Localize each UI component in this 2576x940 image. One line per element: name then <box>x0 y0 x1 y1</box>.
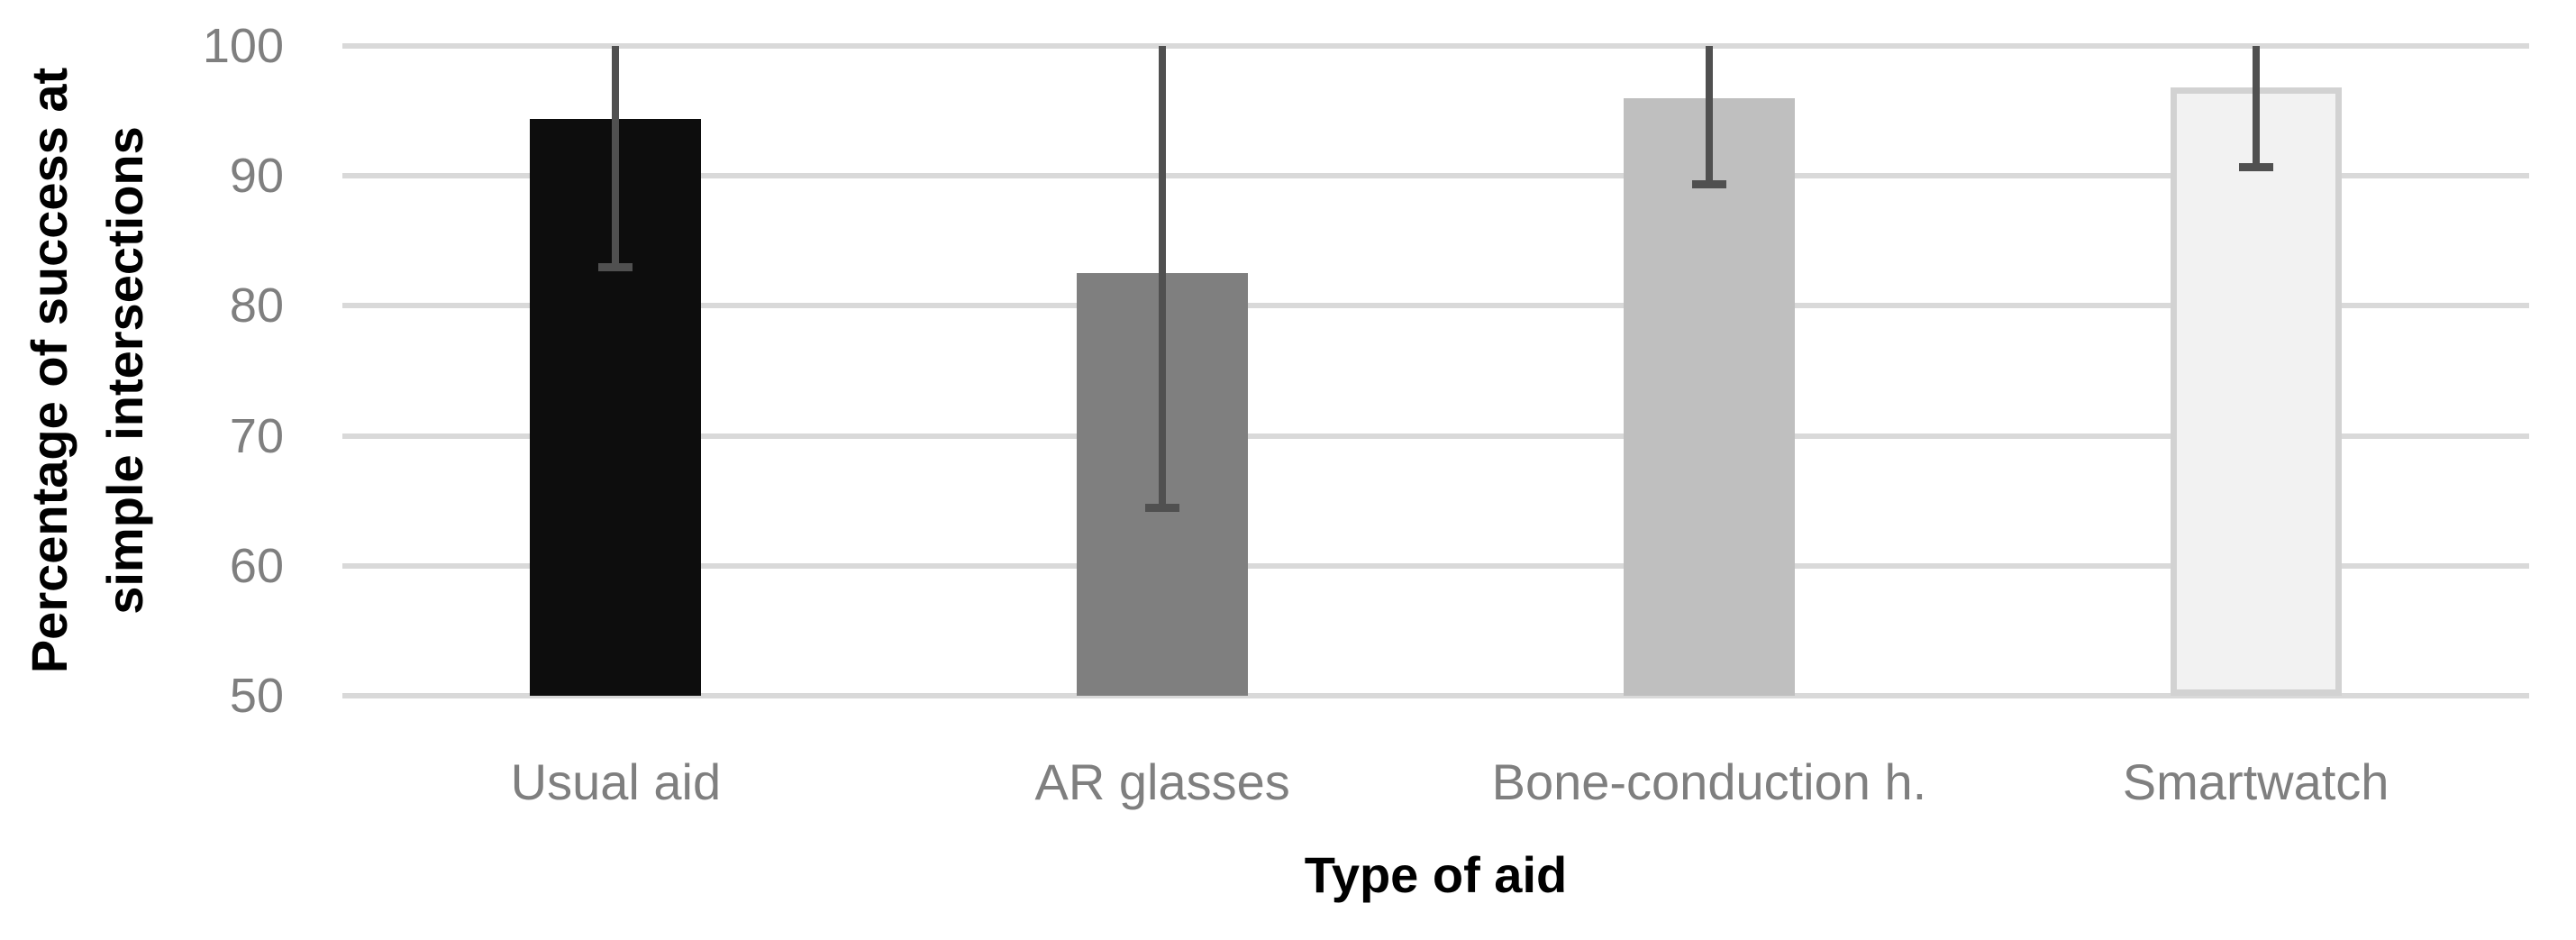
y-tick-label: 60 <box>229 538 284 593</box>
y-tick-label: 90 <box>229 149 284 204</box>
category-label: AR glasses <box>1034 753 1290 810</box>
gridline <box>342 433 2529 439</box>
y-tick-label: 80 <box>229 278 284 333</box>
error-bar <box>1159 46 1167 507</box>
category-label: Usual aid <box>510 753 722 810</box>
category-label: Bone-conduction h. <box>1491 753 1927 810</box>
error-bar-cap <box>1691 179 1726 188</box>
gridline <box>342 562 2529 569</box>
error-bar-cap <box>2238 163 2273 172</box>
category-label: Smartwatch <box>2122 753 2389 810</box>
gridline <box>342 173 2529 179</box>
error-bar-cap <box>598 263 633 272</box>
bar-smartwatch <box>2170 87 2342 696</box>
y-tick-label: 50 <box>229 669 284 723</box>
gridline <box>342 43 2529 49</box>
error-bar <box>2252 46 2260 168</box>
error-bar <box>612 46 620 268</box>
error-bar <box>1705 46 1713 184</box>
y-tick-label: 100 <box>202 19 284 73</box>
gridline <box>342 693 2529 698</box>
y-tick-label: 70 <box>229 408 284 463</box>
error-bar-cap <box>1145 503 1180 512</box>
x-axis-title: Type of aid <box>1304 846 1568 903</box>
bar-bone-conduction-h <box>1623 97 1795 696</box>
gridline <box>342 303 2529 309</box>
